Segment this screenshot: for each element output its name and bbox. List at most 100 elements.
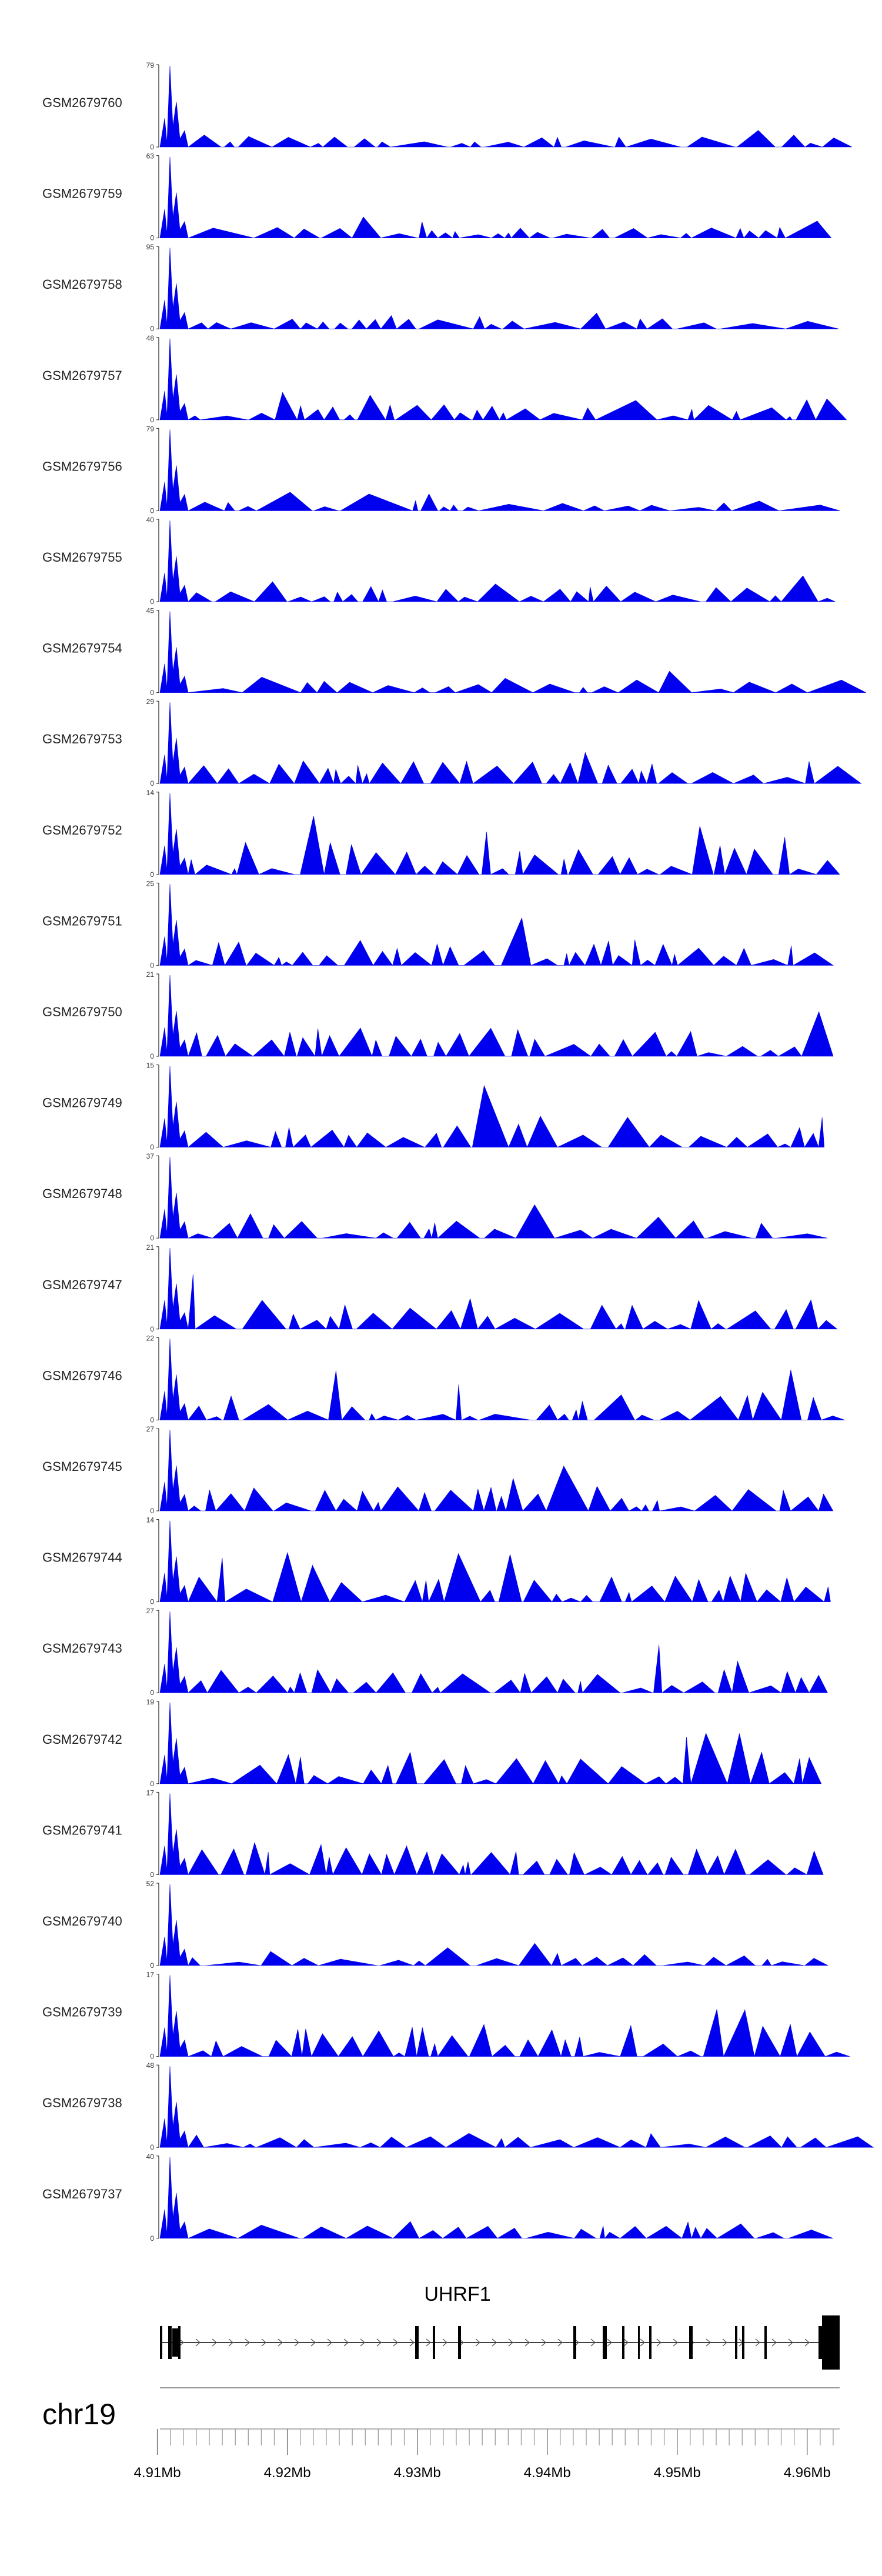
coverage-area xyxy=(159,248,839,329)
gene-exon xyxy=(178,2326,181,2359)
y-min-label: 0 xyxy=(150,1143,154,1152)
track-label: GSM2679746 xyxy=(42,1368,122,1383)
strand-arrow xyxy=(327,2338,332,2347)
track-label: GSM2679758 xyxy=(42,277,122,292)
coverage-area xyxy=(159,1702,822,1784)
strand-arrow xyxy=(722,2338,727,2347)
y-min-label: 0 xyxy=(150,1507,154,1515)
chromosome-ideogram: chr19 xyxy=(42,2387,840,2431)
track-GSM2679755: GSM2679755 40 0 xyxy=(42,516,836,606)
y-max-label: 17 xyxy=(146,1971,155,1979)
coverage-area xyxy=(159,1429,834,1512)
y-min-label: 0 xyxy=(150,416,154,424)
gene-exon xyxy=(649,2326,652,2359)
gene-exon xyxy=(764,2326,767,2359)
axis-tick-label: 4.95Mb xyxy=(654,2465,701,2481)
track-label: GSM2679744 xyxy=(42,1550,122,1565)
genome-axis: 4.91Mb 4.92Mb 4.93Mb 4.94Mb 4.95Mb 4.96Mb xyxy=(134,2428,840,2481)
strand-arrow xyxy=(656,2338,662,2347)
y-max-label: 29 xyxy=(146,698,155,706)
strand-arrow xyxy=(409,2338,415,2347)
coverage-area xyxy=(159,793,840,875)
track-label: GSM2679755 xyxy=(42,550,122,565)
axis-tick-label: 4.94Mb xyxy=(524,2465,571,2481)
gene-exon xyxy=(735,2326,737,2359)
y-min-label: 0 xyxy=(150,1234,154,1242)
track-label: GSM2679757 xyxy=(42,368,122,383)
gene-exon xyxy=(742,2326,744,2359)
strand-arrow xyxy=(294,2338,299,2347)
coverage-area xyxy=(159,65,853,148)
coverage-area xyxy=(159,1157,827,1239)
coverage-area xyxy=(159,1066,825,1148)
track-label: GSM2679750 xyxy=(42,1005,122,1019)
strand-arrow xyxy=(393,2338,398,2347)
y-min-label: 0 xyxy=(150,1961,154,1970)
strand-arrow xyxy=(195,2338,201,2347)
track-label: GSM2679743 xyxy=(42,1641,122,1656)
track-label: GSM2679739 xyxy=(42,2005,122,2020)
track-label: GSM2679754 xyxy=(42,641,122,656)
y-max-label: 40 xyxy=(146,516,155,524)
gene-exon xyxy=(160,2326,162,2359)
y-min-label: 0 xyxy=(150,325,154,333)
track-GSM2679757: GSM2679757 48 0 xyxy=(42,334,847,424)
y-min-label: 0 xyxy=(150,1780,154,1788)
strand-arrow xyxy=(788,2338,793,2347)
gene-exon xyxy=(638,2326,640,2359)
coverage-area xyxy=(159,1520,831,1603)
axis-tick-label: 4.91Mb xyxy=(134,2465,181,2481)
y-min-label: 0 xyxy=(150,1325,154,1333)
gene-exon xyxy=(573,2326,576,2359)
track-label: GSM2679756 xyxy=(42,459,122,473)
y-max-label: 14 xyxy=(146,789,155,797)
strand-arrow xyxy=(310,2338,316,2347)
coverage-area xyxy=(159,2066,874,2148)
strand-arrow xyxy=(673,2338,678,2347)
track-GSM2679738: GSM2679738 48 0 xyxy=(42,2061,874,2151)
track-label: GSM2679741 xyxy=(42,1823,122,1837)
y-min-label: 0 xyxy=(150,2053,154,2061)
strand-arrow xyxy=(426,2338,431,2347)
y-max-label: 79 xyxy=(146,425,155,433)
y-min-label: 0 xyxy=(150,870,154,879)
strand-arrow xyxy=(706,2338,711,2347)
gene-exon xyxy=(603,2326,607,2359)
strand-arrow xyxy=(278,2338,283,2347)
gene-exon xyxy=(822,2315,840,2370)
y-max-label: 27 xyxy=(146,1425,155,1433)
coverage-area xyxy=(159,1884,828,1966)
track-label: GSM2679747 xyxy=(42,1277,122,1292)
track-GSM2679759: GSM2679759 63 0 xyxy=(42,152,832,242)
strand-arrow xyxy=(590,2338,596,2347)
track-GSM2679756: GSM2679756 79 0 xyxy=(42,425,840,515)
axis-tick-label: 4.96Mb xyxy=(784,2465,831,2481)
gene-model-track: UHRF1 xyxy=(160,2283,840,2370)
strand-arrow xyxy=(640,2338,645,2347)
coverage-area xyxy=(159,1339,845,1421)
coverage-area xyxy=(159,1611,828,1694)
coverage-area xyxy=(159,975,834,1057)
y-min-label: 0 xyxy=(150,961,154,969)
track-GSM2679737: GSM2679737 40 0 xyxy=(42,2153,833,2243)
y-min-label: 0 xyxy=(150,2143,154,2151)
coverage-area xyxy=(159,2157,833,2239)
track-GSM2679751: GSM2679751 25 0 xyxy=(42,879,834,969)
y-max-label: 63 xyxy=(146,152,155,161)
y-max-label: 14 xyxy=(146,1516,155,1524)
strand-arrow xyxy=(508,2338,513,2347)
y-min-label: 0 xyxy=(150,1052,154,1060)
coverage-area xyxy=(159,156,832,239)
strand-arrow xyxy=(557,2338,563,2347)
track-label: GSM2679753 xyxy=(42,732,122,746)
y-max-label: 48 xyxy=(146,334,155,342)
gene-exon xyxy=(622,2326,624,2359)
track-label: GSM2679760 xyxy=(42,95,122,110)
gene-exon xyxy=(415,2326,419,2359)
gene-exon xyxy=(818,2326,822,2359)
track-GSM2679754: GSM2679754 45 0 xyxy=(42,607,866,697)
y-min-label: 0 xyxy=(150,143,154,151)
strand-arrow xyxy=(755,2338,760,2347)
coverage-tracks: GSM2679760790GSM2679759630GSM2679758950G… xyxy=(42,61,874,2243)
y-max-label: 15 xyxy=(146,1062,155,1070)
